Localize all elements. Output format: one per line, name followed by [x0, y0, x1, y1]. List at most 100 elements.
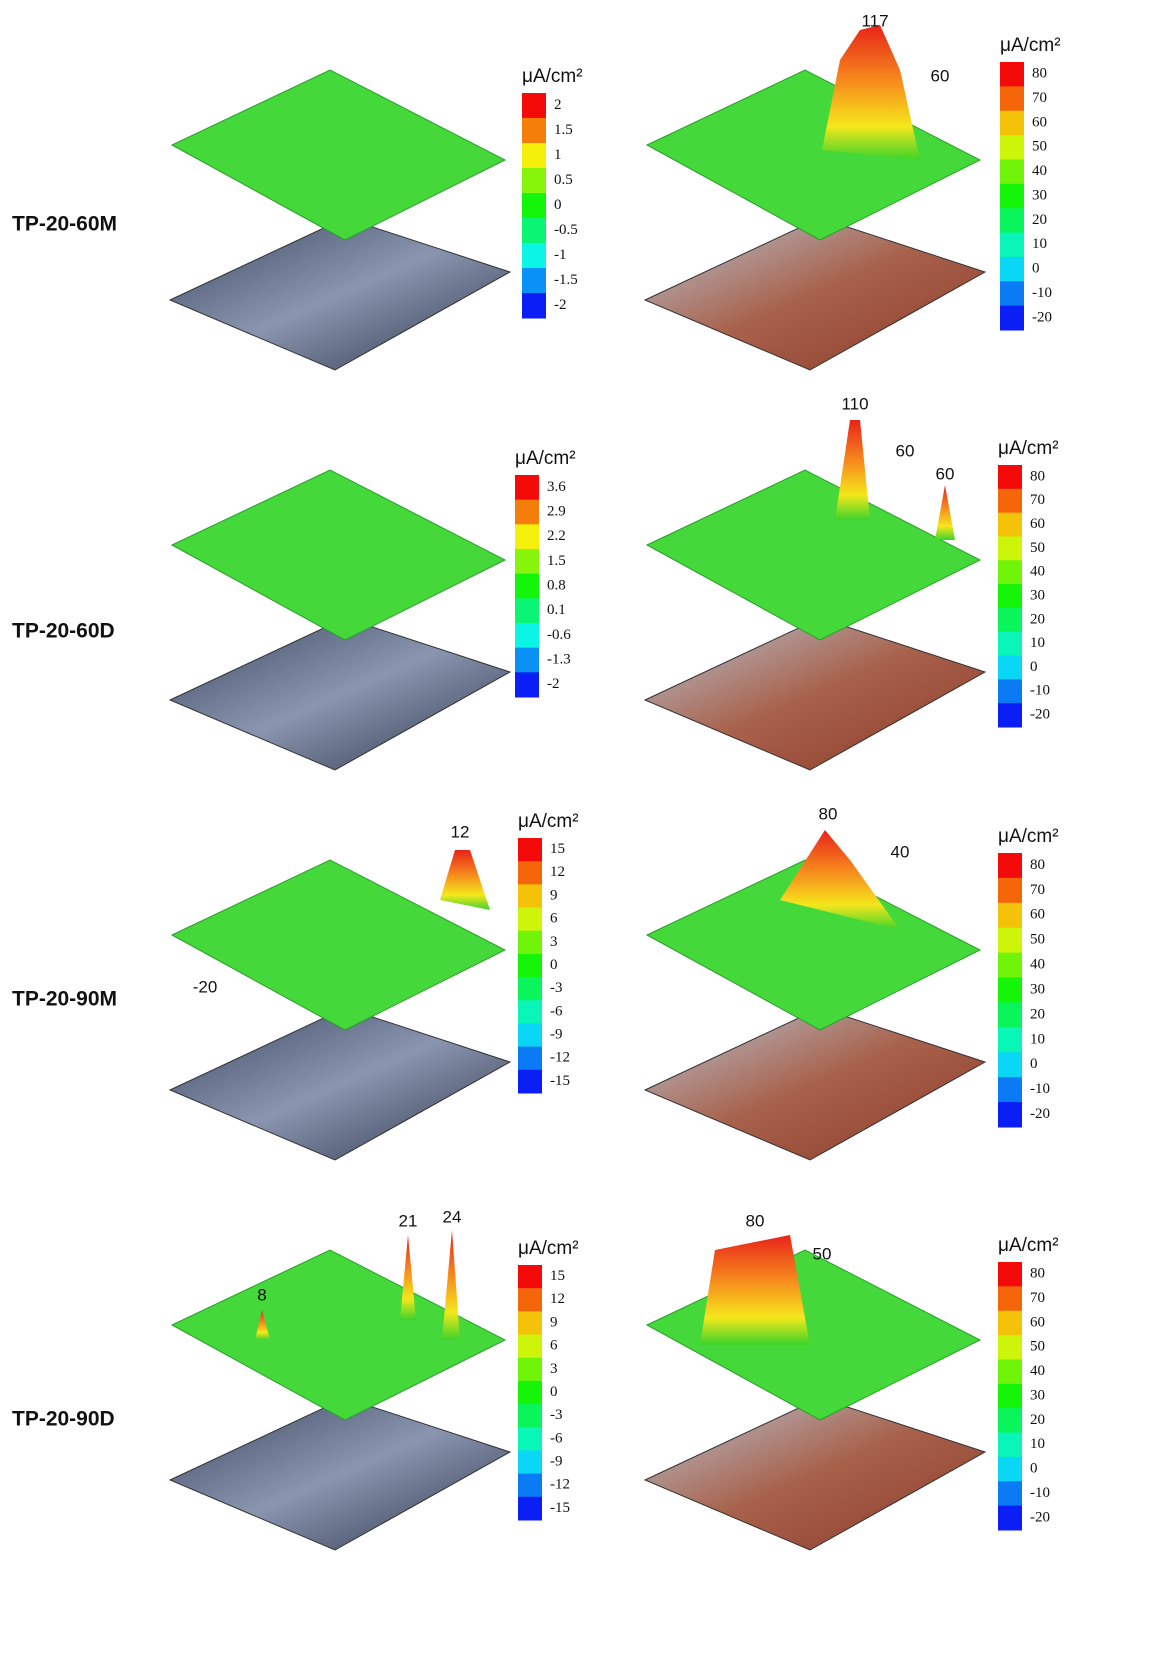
colorbar-tick: 10 — [1030, 1436, 1045, 1452]
colorbar-segment — [522, 268, 546, 294]
colorbar-tick: 60 — [1030, 907, 1045, 923]
colorbar-tick: -12 — [550, 1050, 570, 1066]
colorbar-segment — [522, 168, 546, 194]
colorbar-tick: 50 — [1030, 540, 1045, 556]
colorbar-segment — [518, 838, 542, 862]
colorbar-tick: -20 — [1030, 707, 1050, 723]
colorbar-segment — [998, 1506, 1022, 1531]
colorbar-tick: 2 — [554, 97, 562, 113]
peak — [442, 1230, 460, 1340]
colorbar-segment — [518, 1381, 542, 1405]
colorbar-tick: 10 — [1032, 236, 1047, 252]
colorbar-tick: 60 — [1032, 114, 1047, 130]
colorbar-segment — [515, 672, 539, 697]
colorbar-tick: -0.5 — [554, 222, 578, 238]
peak-annotation: 21 — [399, 1211, 418, 1230]
colorbar-segment — [518, 1474, 542, 1498]
colorbar-segment — [522, 218, 546, 244]
colorbar-segment — [998, 584, 1022, 608]
colorbar-segment — [998, 1481, 1022, 1506]
colorbar-unit: μA/cm² — [1000, 35, 1061, 56]
colorbar-segment — [1000, 281, 1024, 306]
colorbar-segment — [518, 908, 542, 932]
current-surface — [172, 70, 505, 240]
colorbar-segment — [998, 1002, 1022, 1027]
colorbar-tick: 70 — [1030, 882, 1045, 898]
colorbar-tick: -2 — [554, 297, 567, 313]
colorbar-segment — [998, 1433, 1022, 1458]
colorbar-tick: 0 — [550, 957, 558, 973]
colorbar-segment — [1000, 184, 1024, 209]
colorbar-segment — [515, 574, 539, 599]
colorbar-tick: 80 — [1030, 468, 1045, 484]
colorbar-segment — [998, 928, 1022, 953]
specimen-image — [645, 1398, 985, 1550]
colorbar-tick: 30 — [1030, 981, 1045, 997]
colorbar-tick: 60 — [1030, 1314, 1045, 1330]
colorbar-tick: 60 — [1030, 516, 1045, 532]
colorbar-unit: μA/cm² — [515, 448, 576, 469]
colorbar-tick: -9 — [550, 1026, 563, 1042]
figure: TP-20-60MμA/cm²21.510.50-0.5-1-1.5-2μA/c… — [0, 0, 1154, 1669]
colorbar-unit: μA/cm² — [998, 438, 1059, 459]
colorbar-segment — [522, 193, 546, 219]
colorbar-segment — [1000, 62, 1024, 87]
colorbar-tick: 50 — [1032, 139, 1047, 155]
colorbar-tick: 2.9 — [547, 503, 566, 519]
colorbar-segment — [1000, 135, 1024, 160]
colorbar-tick: 80 — [1032, 66, 1047, 82]
colorbar-segment — [998, 679, 1022, 703]
colorbar-tick: -9 — [550, 1453, 563, 1469]
row-label: TP-20-90M — [12, 988, 117, 1011]
colorbar-tick: -20 — [1030, 1106, 1050, 1122]
specimen-image — [645, 218, 985, 370]
colorbar-tick: -1.5 — [554, 272, 578, 288]
colorbar-segment — [518, 1404, 542, 1428]
colorbar-tick: 12 — [550, 864, 565, 880]
colorbar-tick: 0.5 — [554, 172, 573, 188]
colorbar-segment — [998, 513, 1022, 537]
colorbar-tick: 20 — [1032, 212, 1047, 228]
colorbar-tick: 0 — [1030, 1461, 1038, 1477]
specimen-image — [170, 218, 510, 370]
colorbar-segment — [518, 1265, 542, 1289]
peak-annotation: 60 — [931, 66, 950, 85]
colorbar-segment — [1000, 86, 1024, 111]
colorbar-tick: 70 — [1030, 1290, 1045, 1306]
colorbar-tick: 9 — [550, 887, 558, 903]
current-surface — [647, 70, 980, 240]
colorbar-segment — [998, 703, 1022, 727]
colorbar-segment — [522, 243, 546, 269]
colorbar-segment — [518, 1288, 542, 1312]
peak — [822, 25, 920, 160]
colorbar-tick: 3 — [550, 1361, 558, 1377]
colorbar-tick: -6 — [550, 1430, 563, 1446]
colorbar-tick: 15 — [550, 841, 565, 857]
colorbar-tick: -15 — [550, 1500, 570, 1516]
colorbar-segment — [1000, 306, 1024, 331]
colorbar-tick: 20 — [1030, 611, 1045, 627]
surface-plot — [645, 1235, 985, 1550]
peak-annotation: 60 — [896, 441, 915, 460]
colorbar-tick: 70 — [1030, 492, 1045, 508]
colorbar-segment — [518, 884, 542, 908]
colorbar-segment — [998, 608, 1022, 632]
colorbar-unit: μA/cm² — [998, 826, 1059, 847]
colorbar-segment — [515, 598, 539, 623]
colorbar-segment — [998, 1311, 1022, 1336]
colorbar-tick: 50 — [1030, 932, 1045, 948]
peak — [440, 850, 490, 910]
colorbar-tick: -1 — [554, 247, 567, 263]
colorbar-segment — [998, 1286, 1022, 1311]
colorbar-segment — [515, 549, 539, 574]
colorbar-segment — [518, 1311, 542, 1335]
colorbar-segment — [518, 1047, 542, 1071]
peak — [835, 420, 870, 520]
colorbar-tick: 3 — [550, 934, 558, 950]
row-label: TP-20-90D — [12, 1408, 115, 1431]
colorbar-segment — [998, 853, 1022, 878]
colorbar-tick: 1 — [554, 147, 562, 163]
surface-plot — [645, 830, 985, 1160]
peak-annotation: 117 — [861, 11, 888, 30]
colorbar-segment — [1000, 208, 1024, 233]
